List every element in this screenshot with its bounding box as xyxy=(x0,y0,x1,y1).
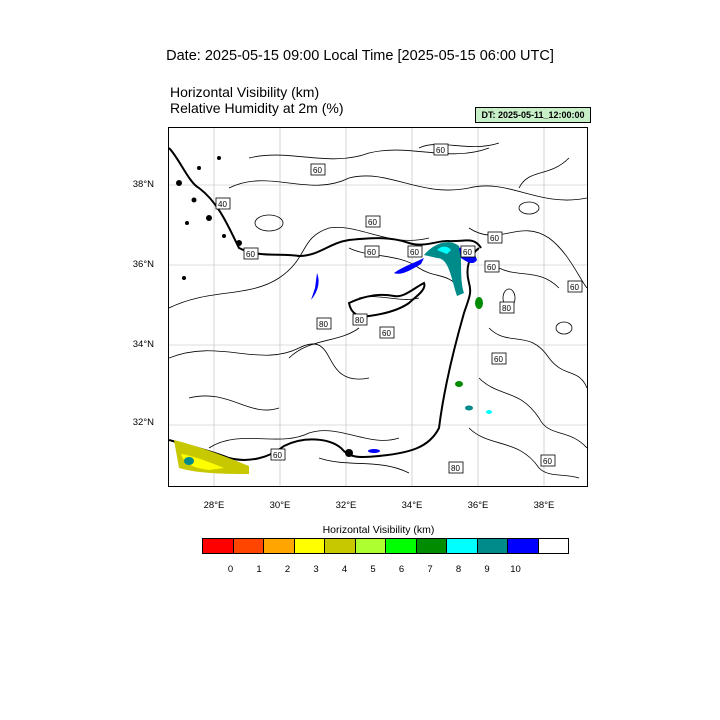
contour-label: 40 xyxy=(215,197,231,210)
colorbar-swatch xyxy=(263,538,295,554)
lon-label-32e: 32°E xyxy=(335,500,357,511)
svg-text:80: 80 xyxy=(319,320,328,329)
svg-text:60: 60 xyxy=(273,451,282,460)
colorbar-swatch xyxy=(354,538,386,554)
contour-label: 80 xyxy=(499,301,515,314)
svg-text:60: 60 xyxy=(570,283,579,292)
lat-label-36n: 36°N xyxy=(132,259,154,270)
colorbar-tick-label: 7 xyxy=(427,564,433,575)
lon-label-28e: 28°E xyxy=(203,500,225,511)
colorbar xyxy=(202,538,569,554)
svg-text:60: 60 xyxy=(382,329,391,338)
humidity-contours xyxy=(169,142,587,479)
lon-label-36e: 36°E xyxy=(467,500,489,511)
contour-label: 60 xyxy=(540,454,556,467)
colorbar-tick-label: 9 xyxy=(484,564,490,575)
lon-label-34e: 34°E xyxy=(401,500,423,511)
colorbar-tick-label: 0 xyxy=(227,564,234,575)
svg-text:80: 80 xyxy=(451,464,460,473)
map-canvas: 60 60 40 60 60 60 60 60 60 60 60 80 80 8… xyxy=(169,128,587,486)
svg-text:60: 60 xyxy=(494,355,503,364)
colorbar-swatch xyxy=(202,538,234,554)
contour-label: 60 xyxy=(365,215,381,228)
contour-label: 80 xyxy=(352,313,368,326)
svg-text:80: 80 xyxy=(355,316,364,325)
colorbar-swatch xyxy=(415,538,447,554)
contour-label: 60 xyxy=(379,326,395,339)
svg-text:60: 60 xyxy=(313,166,322,175)
contour-label: 60 xyxy=(484,260,500,273)
colorbar-tick-label: 1 xyxy=(256,564,262,575)
contour-label: 60 xyxy=(491,352,507,365)
colorbar-swatch xyxy=(385,538,417,554)
svg-text:60: 60 xyxy=(487,263,496,272)
contour-label: 60 xyxy=(407,245,423,258)
contour-label: 60 xyxy=(310,163,326,176)
contour-label: 60 xyxy=(567,280,583,293)
date-title: Date: 2025-05-15 09:00 Local Time [2025-… xyxy=(166,48,554,64)
svg-text:60: 60 xyxy=(367,248,376,257)
colorbar-swatch xyxy=(476,538,508,554)
init-time-badge: DT: 2025-05-11_12:00:00 xyxy=(475,107,591,123)
contour-label: 60 xyxy=(433,143,449,156)
colorbar-swatch xyxy=(232,538,264,554)
colorbar-swatch xyxy=(324,538,356,554)
lat-label-32n: 32°N xyxy=(132,417,154,428)
lat-label-38n: 38°N xyxy=(132,179,154,190)
colorbar-swatch xyxy=(507,538,539,554)
colorbar-tick-label: 5 xyxy=(370,564,376,575)
contour-label: 80 xyxy=(448,461,464,474)
svg-text:40: 40 xyxy=(218,200,227,209)
svg-text:60: 60 xyxy=(410,248,419,257)
svg-text:60: 60 xyxy=(368,218,377,227)
visibility-shading xyxy=(174,242,492,474)
svg-text:60: 60 xyxy=(463,248,472,257)
svg-text:60: 60 xyxy=(543,457,552,466)
field-title-visibility: Horizontal Visibility (km) xyxy=(170,84,320,100)
contour-label: 60 xyxy=(487,231,503,244)
svg-text:60: 60 xyxy=(246,250,255,259)
colorbar-tick-label: 6 xyxy=(398,564,405,575)
contour-label: 60 xyxy=(364,245,380,258)
colorbar-tick-label: 8 xyxy=(455,564,462,575)
lon-label-30e: 30°E xyxy=(269,500,291,511)
lon-label-38e: 38°E xyxy=(533,500,555,511)
svg-text:80: 80 xyxy=(502,304,511,313)
colorbar-swatch xyxy=(537,538,569,554)
graticule xyxy=(169,128,587,486)
field-title-humidity: Relative Humidity at 2m (%) xyxy=(170,100,344,116)
contour-label: 60 xyxy=(243,247,259,260)
svg-text:60: 60 xyxy=(490,234,499,243)
coastline xyxy=(169,147,482,461)
colorbar-tick-label: 2 xyxy=(284,564,291,575)
colorbar-title: Horizontal Visibility (km) xyxy=(322,524,435,536)
svg-text:60: 60 xyxy=(436,146,445,155)
colorbar-tick-label: 3 xyxy=(313,564,319,575)
colorbar-tick-label: 4 xyxy=(341,564,348,575)
colorbar-tick-label: 10 xyxy=(510,564,521,575)
lat-label-34n: 34°N xyxy=(132,339,154,350)
contour-label: 80 xyxy=(316,317,332,330)
map-panel: 60 60 40 60 60 60 60 60 60 60 60 80 80 8… xyxy=(168,127,588,487)
colorbar-swatch xyxy=(293,538,325,554)
colorbar-swatch xyxy=(446,538,478,554)
aegean-islands xyxy=(176,156,353,457)
contour-label: 60 xyxy=(460,245,476,258)
contour-label-layer: 60 60 40 60 60 60 60 60 60 60 60 80 80 8… xyxy=(215,143,583,474)
contour-label: 60 xyxy=(270,448,286,461)
